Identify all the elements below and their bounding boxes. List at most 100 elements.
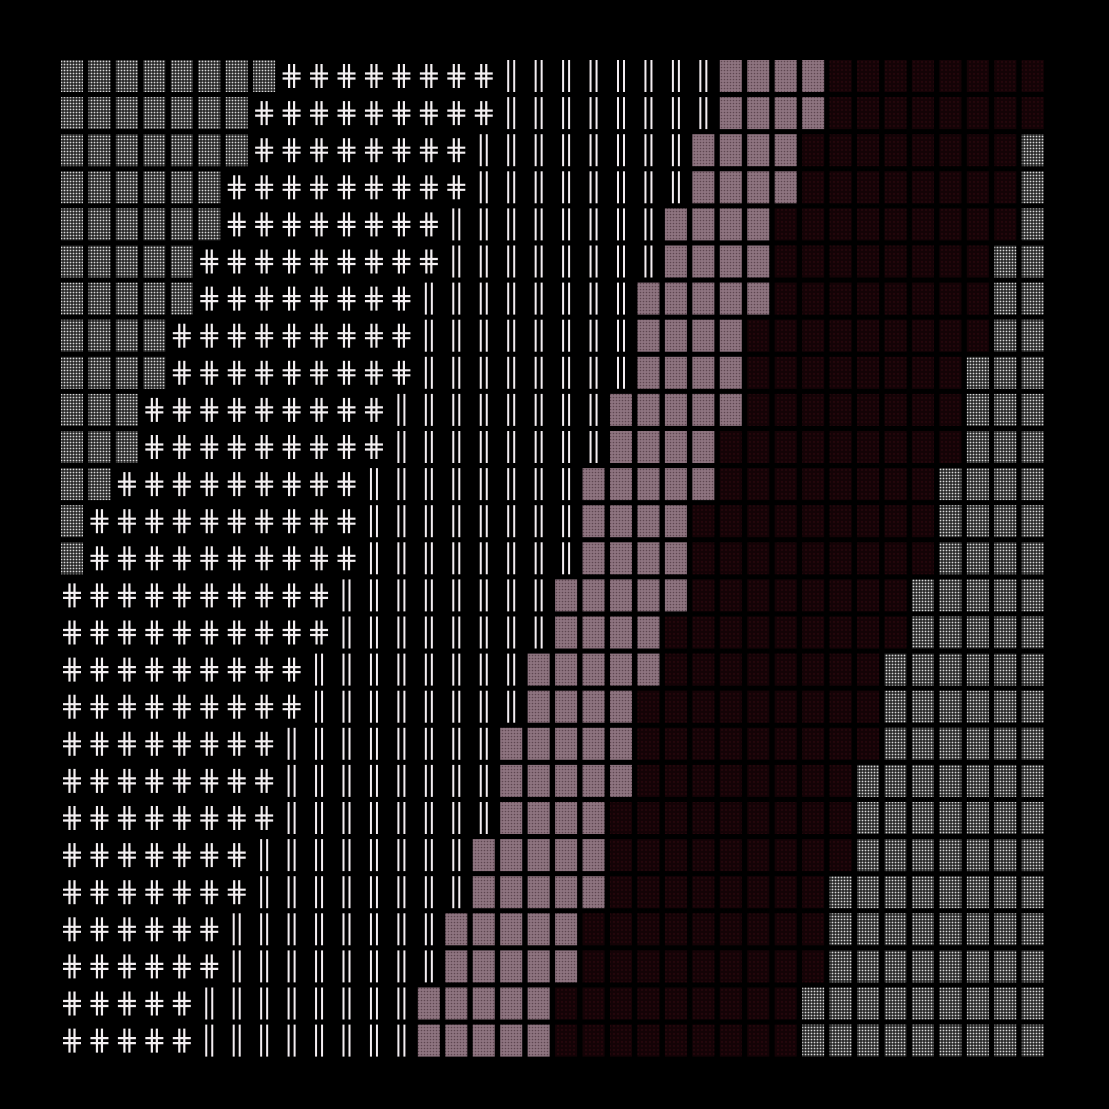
pink-cell (555, 616, 578, 649)
gray-cell (1021, 208, 1044, 241)
dark-cell (664, 987, 687, 1020)
gray-cell (1021, 431, 1044, 463)
dark-cell (610, 802, 632, 834)
dark-cell (747, 802, 770, 834)
gray-cell (88, 208, 111, 241)
dark-cell (802, 468, 825, 501)
gray-cell (939, 913, 962, 946)
gray-cell (115, 97, 138, 130)
dark-cell (774, 839, 797, 872)
dark-cell (829, 727, 852, 760)
dark-cell (829, 97, 852, 130)
gray-cell (115, 60, 138, 92)
gray-cell (115, 208, 138, 241)
gray-cell (115, 171, 138, 204)
gray-cell (1021, 653, 1044, 686)
dark-cell (747, 950, 770, 983)
dark-cell (802, 505, 825, 538)
dark-cell (664, 950, 687, 983)
pink-cell (637, 505, 660, 538)
dark-cell (884, 319, 907, 352)
dark-cell (911, 468, 934, 501)
gray-cell (225, 60, 248, 92)
dark-cell (966, 171, 989, 204)
dark-cell (719, 616, 742, 649)
pink-cell (664, 468, 687, 501)
dark-cell (692, 653, 715, 686)
dark-cell (692, 1024, 715, 1057)
gray-cell (884, 1024, 907, 1057)
pink-cell (472, 1024, 495, 1057)
gray-cell (170, 134, 193, 167)
pink-cell (664, 356, 687, 389)
gray-cell (115, 282, 138, 315)
pink-cell (719, 282, 742, 315)
gray-cell (143, 319, 166, 352)
gray-cell (1021, 542, 1044, 575)
pink-cell (664, 542, 687, 575)
dark-cell (637, 1024, 660, 1057)
dark-cell (884, 356, 907, 389)
dark-cell (884, 245, 907, 278)
gray-cell (911, 764, 934, 797)
pink-cell (774, 60, 797, 92)
pink-cell (774, 171, 797, 204)
gray-cell (994, 764, 1017, 797)
pink-cell (610, 616, 632, 649)
gray-cell (994, 542, 1017, 575)
pink-cell (719, 319, 742, 352)
pink-cell (445, 913, 468, 946)
pink-cell (582, 579, 605, 612)
pink-cell (555, 579, 578, 612)
pink-cell (664, 245, 687, 278)
dark-cell (802, 616, 825, 649)
dark-cell (692, 727, 715, 760)
dark-cell (911, 134, 934, 167)
gray-cell (994, 839, 1017, 872)
pink-cell (664, 282, 687, 315)
gray-cell (966, 690, 989, 723)
gray-cell (170, 97, 193, 130)
dark-cell (692, 505, 715, 538)
dark-cell (884, 431, 907, 463)
dark-cell (747, 987, 770, 1020)
pink-cell (747, 171, 770, 204)
dark-cell (994, 60, 1017, 92)
dark-cell (719, 542, 742, 575)
pink-cell (747, 97, 770, 130)
gray-cell (966, 839, 989, 872)
pink-cell (664, 319, 687, 352)
dark-cell (802, 653, 825, 686)
dark-cell (939, 431, 962, 463)
dark-cell (719, 431, 742, 463)
dark-cell (747, 876, 770, 909)
dark-cell (994, 208, 1017, 241)
gray-cell (994, 690, 1017, 723)
dark-cell (802, 950, 825, 983)
gray-cell (1021, 1024, 1044, 1057)
dark-cell (555, 1024, 578, 1057)
gray-cell (966, 1024, 989, 1057)
gray-cell (857, 987, 880, 1020)
gray-cell (911, 802, 934, 834)
dark-cell (829, 356, 852, 389)
gray-cell (198, 208, 221, 241)
pink-cell (527, 1024, 550, 1057)
pink-cell (719, 356, 742, 389)
dark-cell (1021, 60, 1044, 92)
pink-cell (500, 950, 523, 983)
pink-cell (692, 282, 715, 315)
gray-cell (88, 319, 111, 352)
dark-cell (939, 171, 962, 204)
gray-cell (857, 950, 880, 983)
dark-cell (582, 1024, 605, 1057)
dark-cell (857, 134, 880, 167)
dark-cell (857, 690, 880, 723)
dark-cell (719, 690, 742, 723)
dark-cell (774, 393, 797, 426)
dark-cell (911, 505, 934, 538)
dark-cell (774, 505, 797, 538)
pink-cell (692, 468, 715, 501)
gray-cell (198, 134, 221, 167)
dark-cell (884, 60, 907, 92)
